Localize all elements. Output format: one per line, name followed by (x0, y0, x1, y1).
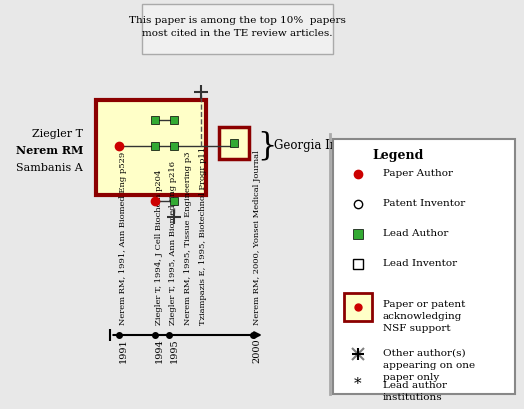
Text: Ziegler T, 1995, Ann Biomed Eng p216: Ziegler T, 1995, Ann Biomed Eng p216 (169, 161, 177, 325)
Text: Lead author
institutions: Lead author institutions (383, 381, 446, 402)
Text: 1991: 1991 (119, 338, 128, 363)
Bar (344, 293, 372, 321)
Bar (333, 139, 515, 394)
Text: Nerem RM: Nerem RM (16, 146, 83, 157)
Text: Ziegler T, 1994, J Cell Biochem p204: Ziegler T, 1994, J Cell Biochem p204 (155, 170, 162, 325)
Text: *: * (354, 377, 362, 391)
Text: Georgia Institute of Technology: Georgia Institute of Technology (275, 139, 463, 153)
Text: Lead Author: Lead Author (383, 229, 448, 238)
Text: Sambanis A: Sambanis A (16, 163, 83, 173)
Bar (96, 100, 206, 195)
Text: 1994: 1994 (155, 338, 163, 363)
Text: Nerem RM, 1991, Ann Biomed Eng p529: Nerem RM, 1991, Ann Biomed Eng p529 (119, 152, 127, 325)
Text: Legend: Legend (373, 149, 424, 162)
Text: This paper is among the top 10%  papers
most cited in the TE review articles.: This paper is among the top 10% papers m… (129, 16, 346, 38)
Text: Tziampazis E, 1995, Biotechnol Progr p11: Tziampazis E, 1995, Biotechnol Progr p11 (199, 147, 207, 325)
Text: Paper Author: Paper Author (383, 169, 453, 178)
Text: Ziegler T: Ziegler T (32, 129, 83, 139)
Text: 2000: 2000 (253, 338, 262, 363)
Text: Nerem RM, 1995, Tissue Engineering p3: Nerem RM, 1995, Tissue Engineering p3 (184, 151, 192, 325)
Text: Nerem RM, 2000, Yonsei Medical Journal: Nerem RM, 2000, Yonsei Medical Journal (253, 150, 261, 325)
Text: }: } (257, 130, 276, 162)
Bar (142, 4, 333, 54)
Bar (220, 127, 249, 159)
Text: 1995: 1995 (169, 338, 178, 363)
Text: Patent Inventor: Patent Inventor (383, 200, 465, 209)
Text: Lead Inventor: Lead Inventor (383, 259, 457, 268)
Text: Paper or patent
acknowledging
NSF support: Paper or patent acknowledging NSF suppor… (383, 300, 465, 333)
Text: Other author(s)
appearing on one
paper only: Other author(s) appearing on one paper o… (383, 349, 475, 382)
